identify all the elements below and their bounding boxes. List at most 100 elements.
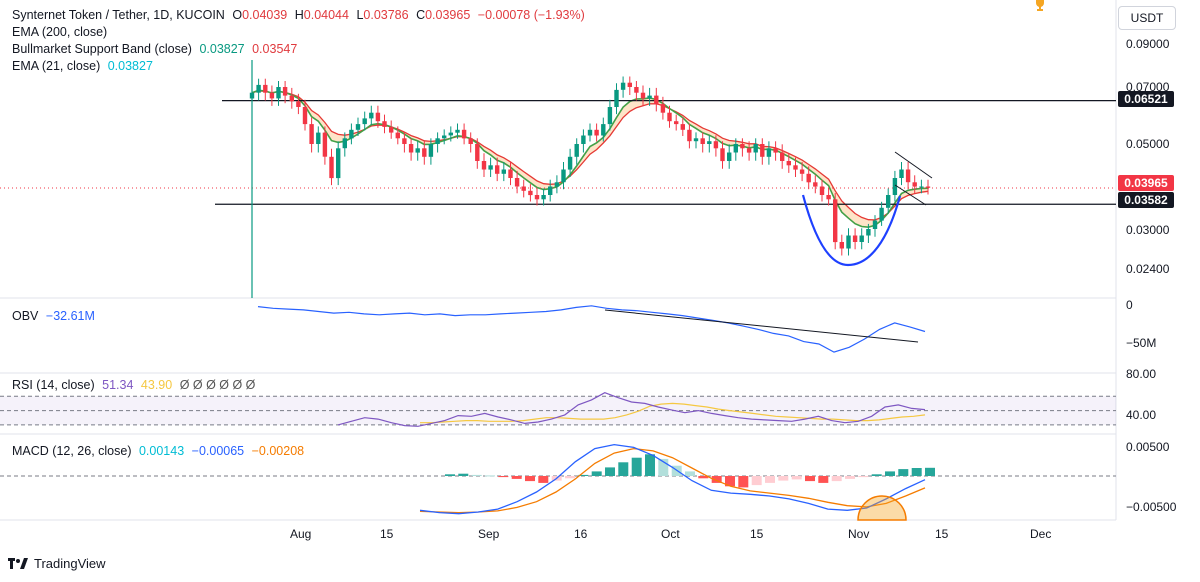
candle-body: [442, 135, 447, 139]
candle-body: [793, 165, 798, 170]
candle-body: [826, 195, 831, 200]
bmsb-label: Bullmarket Support Band (close): [12, 42, 192, 56]
rsi-extra-values: Ø Ø Ø Ø Ø Ø: [179, 378, 256, 392]
macd-histogram-bar: [565, 476, 575, 479]
candle-body: [567, 156, 573, 170]
candle-body: [647, 95, 652, 99]
candle-body: [806, 173, 811, 183]
candle-body: [587, 129, 593, 136]
macd-histogram-bar: [458, 473, 469, 476]
price-tick-1: 0.09000: [1126, 37, 1170, 51]
candle-body: [534, 195, 540, 200]
candle-body: [746, 148, 752, 153]
pennant-lower-line: [894, 184, 927, 206]
ema21-legend[interactable]: EMA (21, close) 0.03827: [12, 58, 157, 75]
candle-body: [408, 144, 414, 153]
candle-body: [428, 144, 434, 157]
macd-histogram-bar: [631, 457, 642, 476]
candle-body: [256, 84, 261, 93]
macd-tick-neg: −0.00500: [1126, 500, 1177, 514]
candle-body: [846, 235, 851, 249]
macd-label: MACD (12, 26, close): [12, 444, 132, 458]
macd-signal-value: −0.00208: [251, 444, 305, 458]
x-tick-dec: Dec: [1030, 527, 1052, 541]
macd-histogram-bar: [885, 471, 895, 476]
rsi-label: RSI (14, close): [12, 378, 95, 392]
candle-body: [780, 152, 785, 161]
candle-body: [435, 138, 440, 144]
candle-body: [263, 84, 268, 93]
macd-line: [419, 443, 926, 515]
macd-legend[interactable]: MACD (12, 26, close) 0.00143 −0.00065 −0…: [12, 443, 308, 460]
candle-body: [607, 107, 613, 125]
candle-body: [375, 112, 381, 122]
candle-body: [395, 132, 400, 139]
macd-value: −0.00065: [191, 444, 245, 458]
close-label: C: [416, 8, 426, 22]
candle-body: [554, 182, 560, 187]
candle-body: [892, 178, 898, 195]
price-tick-2: 0.07000: [1126, 80, 1170, 94]
obv-line: [257, 305, 926, 353]
candle-body: [733, 144, 738, 153]
obv-value: −32.61M: [45, 309, 95, 323]
candle-body: [495, 165, 500, 174]
low-label: L: [356, 8, 364, 22]
macd-histogram-bar: [778, 476, 789, 481]
macd-histogram-bar: [485, 475, 495, 477]
candle-body: [594, 129, 599, 136]
candle-body: [541, 195, 546, 200]
candle-body: [488, 165, 493, 170]
bmsb-legend[interactable]: Bullmarket Support Band (close) 0.03827 …: [12, 41, 301, 58]
bmsb-band-fill: [252, 90, 928, 228]
candle-body: [879, 207, 884, 221]
rsi-tick-80: 80.00: [1126, 367, 1157, 381]
x-tick-aug-15: 15: [380, 527, 394, 541]
macd-pane[interactable]: [0, 443, 1116, 521]
macd-histogram-bar: [685, 471, 695, 476]
candle-body: [627, 82, 632, 87]
rsi-tick-40: 40.00: [1126, 408, 1157, 422]
obv-tick-1: −50M: [1126, 336, 1157, 350]
candle-body: [415, 148, 420, 153]
pennant-upper-line: [894, 151, 933, 179]
pair-title: Synternet Token / Tether, 1D, KUCOIN: [12, 8, 225, 22]
trophy-icon[interactable]: [1033, 0, 1047, 12]
currency-button[interactable]: USDT: [1118, 6, 1176, 30]
candle-body: [912, 182, 917, 187]
ema200-legend[interactable]: EMA (200, close): [12, 24, 111, 41]
candle-body: [786, 161, 791, 166]
macd-histogram-bar: [618, 462, 629, 476]
macd-histogram-bar: [898, 469, 909, 476]
macd-histogram-bar: [525, 476, 535, 482]
tradingview-logo-icon: [8, 557, 28, 569]
candle-body: [561, 169, 566, 183]
candle-body: [700, 138, 705, 144]
rsi-ma-value: 43.90: [140, 378, 173, 392]
tradingview-logo[interactable]: TradingView: [8, 556, 106, 571]
x-tick-aug: Aug: [290, 527, 312, 541]
ohlc-legend: Synternet Token / Tether, 1D, KUCOIN O0.…: [12, 7, 589, 24]
candle-body: [693, 138, 699, 142]
candle-body: [342, 138, 347, 149]
macd-histogram-bar: [498, 476, 509, 478]
obv-legend[interactable]: OBV −32.61M: [12, 308, 99, 325]
rsi-line: [337, 392, 926, 427]
candle-body: [336, 148, 341, 179]
obv-pane[interactable]: [257, 305, 926, 353]
candle-body: [528, 190, 533, 196]
candle-body: [289, 95, 294, 102]
candle-body: [614, 89, 619, 107]
candle-body: [382, 121, 387, 127]
candle-body: [369, 112, 374, 119]
rsi-pane[interactable]: [0, 392, 1116, 427]
main-price-pane[interactable]: [0, 60, 1116, 298]
x-tick-sep: Sep: [478, 527, 500, 541]
candle-body: [296, 101, 301, 107]
rsi-legend[interactable]: RSI (14, close) 51.34 43.90 Ø Ø Ø Ø Ø Ø: [12, 377, 259, 394]
obv-tick-0: 0: [1126, 298, 1133, 312]
price-tick-5: 0.02400: [1126, 262, 1170, 276]
ema21-line: [251, 89, 929, 229]
candle-body: [740, 144, 745, 149]
